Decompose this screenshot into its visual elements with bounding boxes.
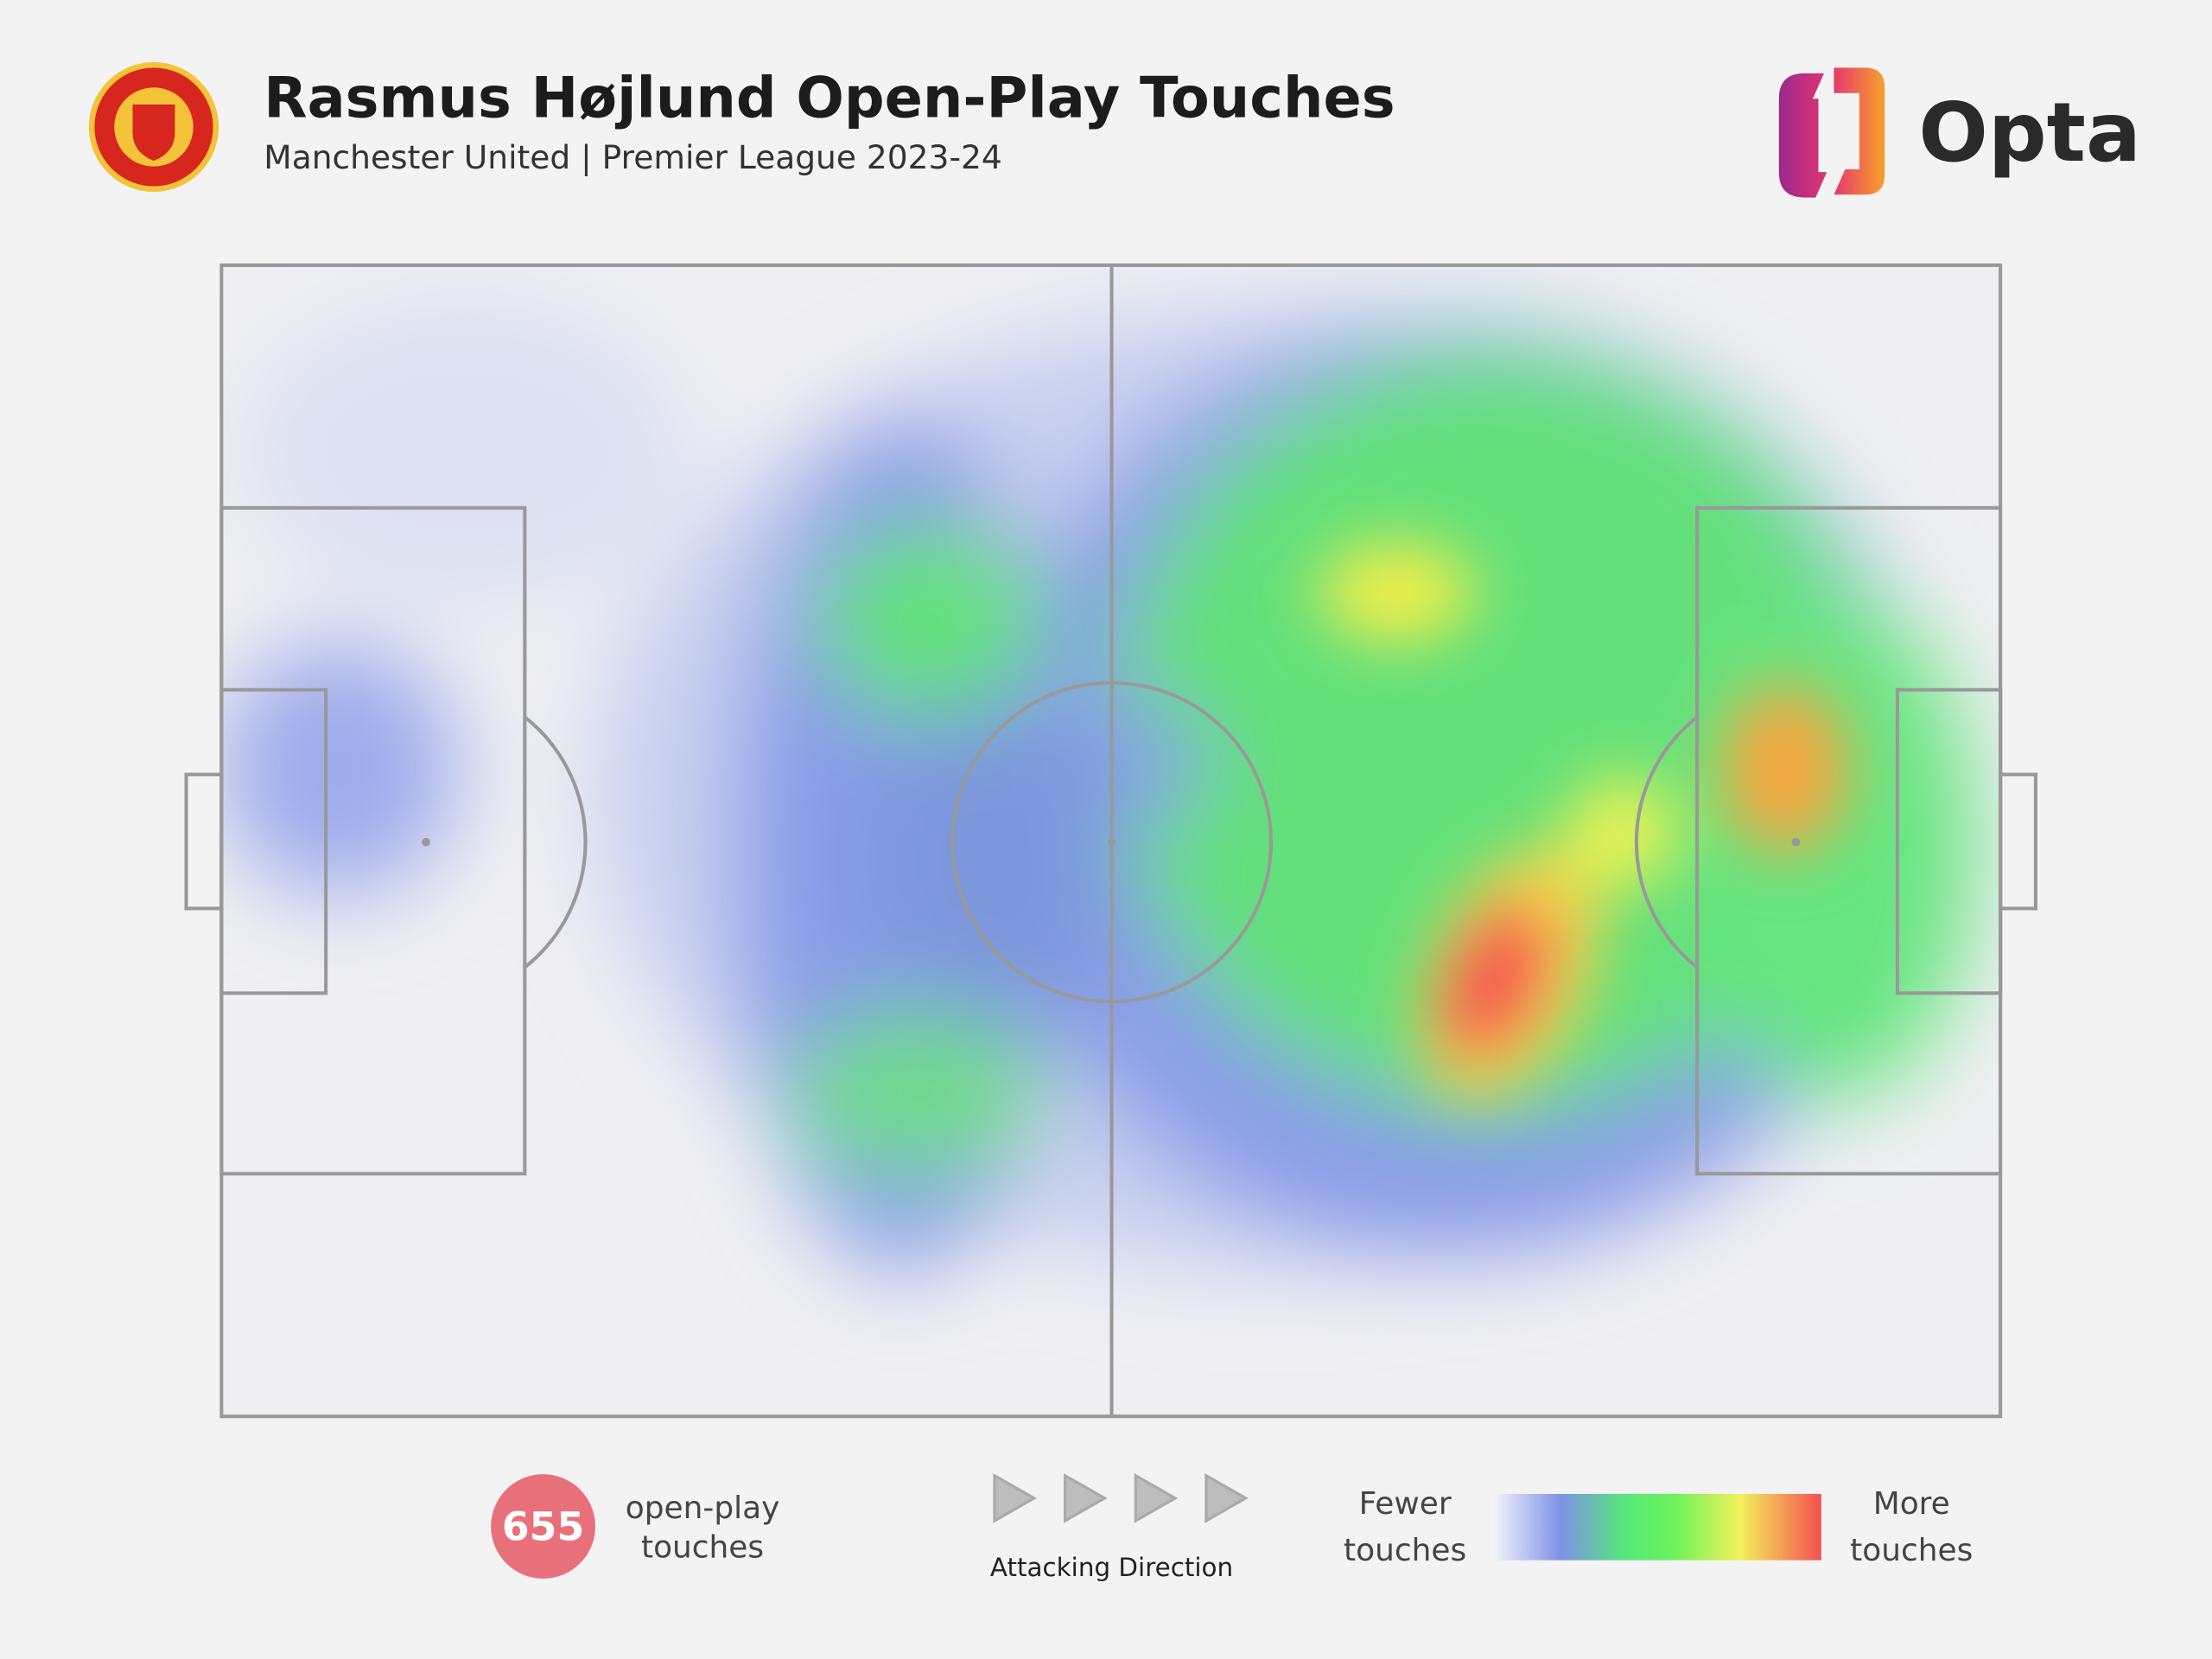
subtitle: Manchester United | Premier League 2023-… xyxy=(264,138,1001,177)
legend-gradient xyxy=(1495,1493,1821,1560)
count-badge xyxy=(491,1474,595,1579)
club-crest xyxy=(88,61,219,193)
direction-arrows xyxy=(993,1472,1249,1523)
heatmap xyxy=(221,296,1975,1270)
legend-low: touches xyxy=(1344,1533,1466,1568)
touch-count: 655 xyxy=(502,1503,584,1549)
legend-high: More xyxy=(1873,1486,1950,1522)
brand-name: Opta xyxy=(1918,86,2140,181)
pitch xyxy=(184,263,2037,1419)
legend-high: touches xyxy=(1850,1533,1973,1568)
brand-logo: Opta xyxy=(1778,67,2141,198)
count-label: open-play xyxy=(626,1491,780,1526)
title: Rasmus Højlund Open-Play Touches xyxy=(264,66,1395,131)
direction-label: Attacking Direction xyxy=(990,1553,1233,1582)
legend-low: Fewer xyxy=(1359,1486,1452,1522)
count-label: touches xyxy=(641,1530,764,1566)
